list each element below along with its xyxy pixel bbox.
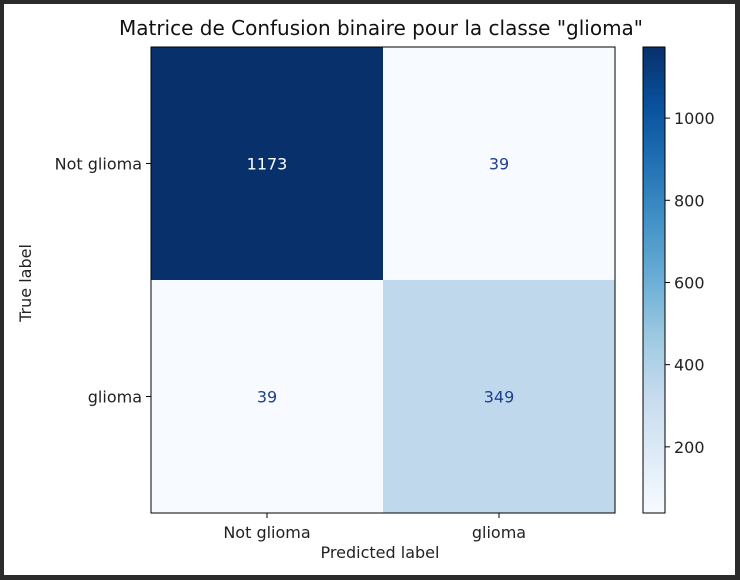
matrix-cell xyxy=(383,280,615,513)
matrix-plot: 1173 39 39 349 Not glioma glioma Not glioma gli… xyxy=(55,46,616,542)
y-axis-label: True label xyxy=(16,244,35,323)
colorbar-tick-label: 600 xyxy=(674,273,705,292)
colorbar-tick-label: 1000 xyxy=(674,109,715,128)
figure: Matrice de Confusion binaire pour la cla… xyxy=(4,4,735,575)
x-tick-label: glioma xyxy=(472,523,526,542)
confusion-matrix-chart: Matrice de Confusion binaire pour la cla… xyxy=(16,16,715,562)
chart-title: Matrice de Confusion binaire pour la cla… xyxy=(119,16,643,40)
matrix-cell xyxy=(383,47,615,280)
cell-value-label: 39 xyxy=(257,388,277,407)
matrix-cell xyxy=(151,47,383,280)
plot-frame xyxy=(150,46,616,514)
cell-value-label: 1173 xyxy=(247,155,288,174)
y-tick-label: glioma xyxy=(88,388,142,407)
cell-value-label: 349 xyxy=(484,388,515,407)
cell-value-label: 39 xyxy=(489,155,509,174)
colorbar-tick-label: 400 xyxy=(674,356,705,375)
x-tick-label: Not glioma xyxy=(223,523,310,542)
matrix-cell xyxy=(151,280,383,513)
colorbar-gradient xyxy=(642,46,666,514)
colorbar: 200 400 600 800 1000 xyxy=(642,46,715,514)
colorbar-tick-label: 200 xyxy=(674,438,705,457)
colorbar-tick-label: 800 xyxy=(674,191,705,210)
y-tick-label: Not glioma xyxy=(55,155,142,174)
x-axis-label: Predicted label xyxy=(321,543,440,562)
